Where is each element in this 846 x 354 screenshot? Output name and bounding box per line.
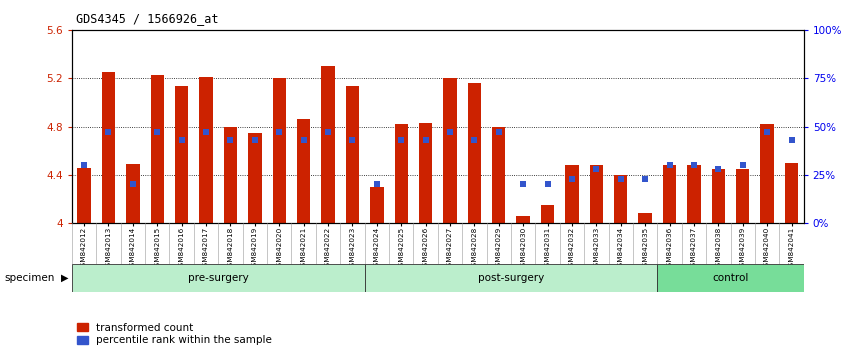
Bar	[687, 165, 700, 223]
Text: GDS4345 / 1566926_at: GDS4345 / 1566926_at	[76, 12, 218, 25]
Bar	[516, 216, 530, 223]
Bar	[468, 83, 481, 223]
Bar	[175, 86, 189, 223]
Bar	[492, 126, 506, 223]
Bar	[736, 169, 750, 223]
Bar	[639, 213, 652, 223]
Bar	[365, 264, 657, 292]
Bar	[419, 123, 432, 223]
Bar	[711, 169, 725, 223]
Bar	[200, 77, 213, 223]
Bar	[541, 205, 554, 223]
Legend: transformed count, percentile rank within the sample: transformed count, percentile rank withi…	[77, 322, 272, 345]
Bar	[77, 167, 91, 223]
Bar	[614, 175, 628, 223]
Bar	[370, 187, 383, 223]
Bar	[126, 164, 140, 223]
Bar	[657, 264, 804, 292]
Bar	[223, 126, 237, 223]
Bar	[565, 165, 579, 223]
Bar	[785, 163, 799, 223]
Text: control: control	[712, 273, 749, 283]
Bar	[72, 264, 365, 292]
Text: specimen: specimen	[4, 273, 55, 283]
Bar	[151, 75, 164, 223]
Bar	[662, 165, 676, 223]
Bar	[272, 78, 286, 223]
Bar	[394, 124, 408, 223]
Bar	[321, 66, 335, 223]
Text: ▶: ▶	[61, 273, 69, 283]
Bar	[443, 78, 457, 223]
Text: pre-surgery: pre-surgery	[188, 273, 249, 283]
Bar	[761, 124, 774, 223]
Bar	[297, 119, 310, 223]
Bar	[102, 72, 115, 223]
Text: post-surgery: post-surgery	[478, 273, 544, 283]
Bar	[248, 133, 261, 223]
Bar	[590, 165, 603, 223]
Bar	[346, 86, 360, 223]
